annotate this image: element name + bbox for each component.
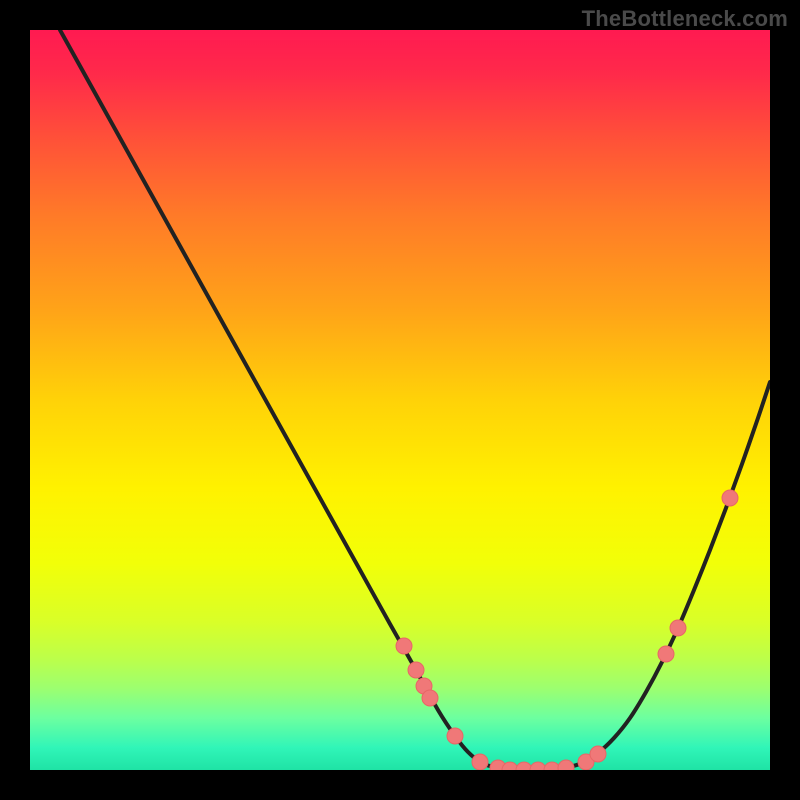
data-marker (658, 646, 674, 662)
data-marker (408, 662, 424, 678)
data-marker (447, 728, 463, 744)
data-marker (472, 754, 488, 770)
data-marker (558, 760, 574, 770)
watermark-text: TheBottleneck.com (582, 6, 788, 32)
chart-stage: TheBottleneck.com (0, 0, 800, 800)
data-marker (396, 638, 412, 654)
data-marker (422, 690, 438, 706)
data-marker (670, 620, 686, 636)
data-marker (590, 746, 606, 762)
plot-area (30, 30, 770, 770)
curve-layer (30, 30, 770, 770)
data-marker (722, 490, 738, 506)
